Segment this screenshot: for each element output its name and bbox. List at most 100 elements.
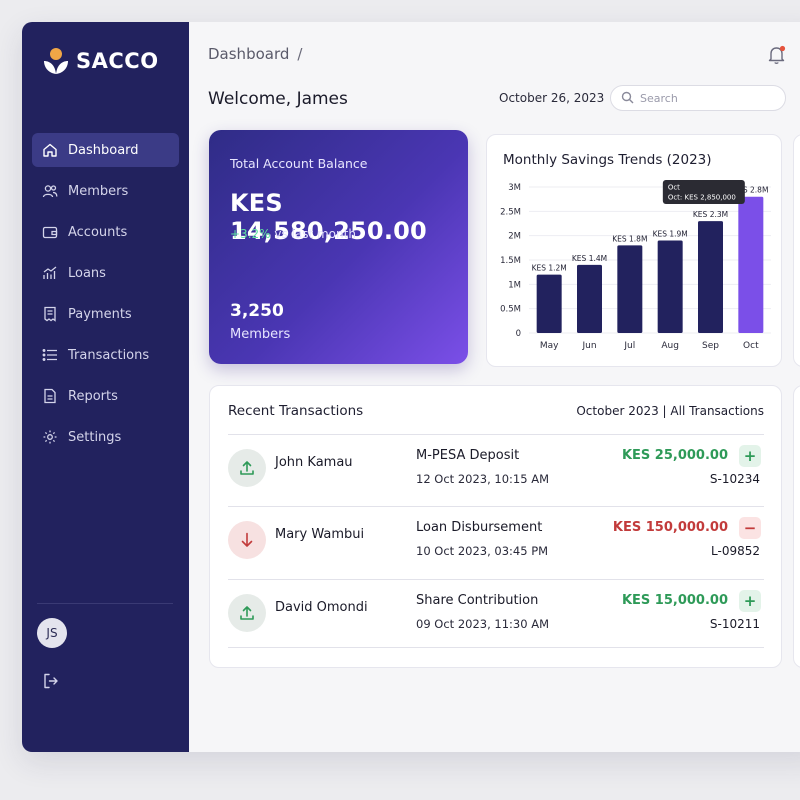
next-card-edge <box>793 385 800 668</box>
bar-data-label: KES 1.8M <box>612 234 647 243</box>
chart-bar <box>617 245 643 333</box>
logo[interactable]: SACCO <box>42 46 159 76</box>
chart-bar <box>657 240 683 333</box>
tooltip-month: Oct <box>668 184 680 192</box>
members-label: Members <box>230 327 291 342</box>
search-icon <box>621 89 634 108</box>
users-icon <box>42 183 58 199</box>
transaction-ref: S-10211 <box>709 617 760 631</box>
y-tick-label: 1M <box>508 280 521 290</box>
sidebar-item-label: Accounts <box>68 224 128 240</box>
breadcrumb-dashboard[interactable]: Dashboard <box>208 45 290 63</box>
chart-bar <box>536 274 562 333</box>
breadcrumb: Dashboard / <box>208 45 302 63</box>
sidebar-item-payments[interactable]: Payments <box>32 297 179 331</box>
transaction-amount: KES 15,000.00 <box>621 593 728 608</box>
table-row[interactable]: John Kamau M-PESA Deposit 12 Oct 2023, 1… <box>228 434 764 502</box>
wallet-icon <box>42 224 58 240</box>
sidebar: SACCO Dashboard Members Accounts <box>22 22 189 752</box>
logo-icon <box>42 46 70 76</box>
sidebar-item-reports[interactable]: Reports <box>32 379 179 413</box>
sidebar-nav: Dashboard Members Accounts Loans <box>32 133 179 461</box>
table-row[interactable]: David Omondi Share Contribution 09 Oct 2… <box>228 579 764 648</box>
search-input[interactable] <box>640 91 770 105</box>
x-tick-label: Jun <box>581 341 596 351</box>
sidebar-item-label: Payments <box>68 306 132 322</box>
transaction-type: M-PESA Deposit <box>416 448 520 463</box>
y-tick-label: 2M <box>508 232 521 242</box>
sidebar-item-dashboard[interactable]: Dashboard <box>32 133 179 167</box>
credit-badge: + <box>739 590 761 612</box>
bar-data-label: KES 2.8M <box>733 186 768 195</box>
chart-bar <box>698 221 723 333</box>
avatar[interactable]: JS <box>37 618 67 648</box>
app-name: SACCO <box>76 49 159 73</box>
app-window: SACCO Dashboard Members Accounts <box>22 22 800 752</box>
transaction-member: Mary Wambui <box>275 527 365 542</box>
transaction-member: John Kamau <box>275 455 353 470</box>
sidebar-item-label: Reports <box>68 388 118 404</box>
row-divider <box>228 647 764 648</box>
table-row[interactable]: Mary Wambui Loan Disbursement 10 Oct 202… <box>228 506 764 574</box>
balance-change-pct: +3.2% <box>230 227 271 241</box>
sidebar-item-label: Transactions <box>68 347 150 363</box>
chart-bar <box>738 196 764 333</box>
balance-card: Total Account Balance KES 14,580,250.00 … <box>209 130 468 364</box>
home-icon <box>42 142 58 158</box>
transaction-amount: KES 150,000.00 <box>612 520 728 535</box>
welcome-heading: Welcome, James <box>208 89 348 109</box>
transaction-date: 12 Oct 2023, 10:15 AM <box>416 472 549 486</box>
sidebar-item-loans[interactable]: Loans <box>32 256 179 290</box>
chart-tooltip <box>662 180 745 204</box>
sidebar-item-transactions[interactable]: Transactions <box>32 338 179 372</box>
sidebar-item-accounts[interactable]: Accounts <box>32 215 179 249</box>
transaction-amount: KES 25,000.00 <box>621 448 728 463</box>
sidebar-item-settings[interactable]: Settings <box>32 420 179 454</box>
bar-data-label: KES 1.4M <box>572 254 607 263</box>
breadcrumb-separator: / <box>297 45 303 63</box>
notification-bell-icon[interactable] <box>767 44 787 66</box>
x-tick-label: Oct <box>743 341 759 351</box>
bar-data-label: KES 2.3M <box>693 210 728 219</box>
y-tick-label: 0.5M <box>500 305 521 315</box>
balance-change-text: vs last month <box>270 227 356 241</box>
x-tick-label: Sep <box>702 341 719 351</box>
y-tick-label: 1.5M <box>500 256 521 266</box>
deposit-arrow-icon <box>228 594 266 632</box>
search-box[interactable] <box>610 85 786 111</box>
x-tick-label: Jul <box>623 341 635 351</box>
sidebar-item-members[interactable]: Members <box>32 174 179 208</box>
bar-data-label: KES 1.2M <box>532 264 567 273</box>
trend-chart-icon <box>42 265 58 281</box>
next-card-edge <box>793 134 800 367</box>
x-tick-label: May <box>540 341 559 351</box>
sidebar-item-label: Members <box>68 183 129 199</box>
deposit-arrow-icon <box>228 449 266 487</box>
transaction-type: Share Contribution <box>416 593 539 608</box>
sidebar-item-label: Loans <box>68 265 106 281</box>
transaction-ref: S-10234 <box>709 472 760 486</box>
tooltip-value: Oct: KES 2,850,000 <box>668 194 736 202</box>
balance-amount: KES 14,580,250.00 <box>230 189 427 245</box>
document-icon <box>42 388 58 404</box>
x-tick-label: Aug <box>661 341 679 351</box>
transaction-ref: L-09852 <box>711 544 760 558</box>
savings-chart-card: Monthly Savings Trends (2023) 0 0.5M 1M 1.5… <box>486 134 782 367</box>
chart-title: Monthly Savings Trends (2023) <box>503 152 712 168</box>
y-tick-label: 2.5M <box>500 207 521 217</box>
sidebar-item-label: Settings <box>68 429 122 445</box>
transaction-date: 09 Oct 2023, 11:30 AM <box>416 617 549 631</box>
logout-icon[interactable] <box>42 672 60 690</box>
y-tick-label: 0 <box>516 329 521 339</box>
debit-badge: − <box>739 517 761 539</box>
members-count: 3,250 <box>230 301 284 321</box>
savings-bar-chart: 0 0.5M 1M 1.5M 2M 2.5M 3M KES 1.2M May KES 1.4M Ju… <box>500 180 771 351</box>
transaction-date: 10 Oct 2023, 03:45 PM <box>416 544 549 558</box>
balance-label: Total Account Balance <box>230 156 368 171</box>
transactions-title: Recent Transactions <box>228 403 364 419</box>
chart-bar <box>577 264 602 333</box>
y-tick-label: 3M <box>508 183 521 193</box>
current-date: October 26, 2023 <box>499 91 605 105</box>
transactions-filter[interactable]: October 2023 | All Transactions <box>576 404 764 418</box>
receipt-icon <box>42 306 58 322</box>
